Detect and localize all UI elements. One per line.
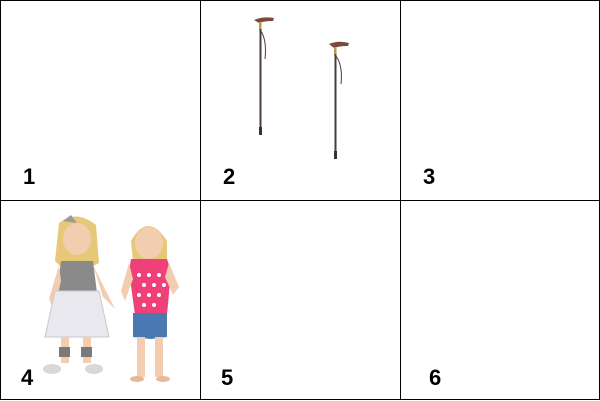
grid-cell-6[interactable]: 6 <box>401 201 600 401</box>
cell-number-label: 2 <box>223 164 236 189</box>
girl-pink-shirt <box>121 226 179 382</box>
cell-number-label: 4 <box>21 365 34 390</box>
grid-cell-5[interactable]: 5 <box>201 201 401 401</box>
cell-number-label: 5 <box>221 365 234 390</box>
cell-number-label: 6 <box>429 365 442 390</box>
girl-gray-shirt <box>43 215 115 374</box>
cell-number-label: 3 <box>423 164 436 189</box>
grid-cell-1[interactable]: 1 <box>1 1 201 201</box>
cell-number-label: 1 <box>23 164 36 189</box>
walking-canes-image <box>254 17 349 159</box>
two-girls-image <box>43 215 179 382</box>
grid-cell-3[interactable]: 3 <box>401 1 600 201</box>
cane-left <box>254 17 274 135</box>
grid-cell-4[interactable]: 4 <box>1 201 201 401</box>
grid-cell-2[interactable]: 2 <box>201 1 401 201</box>
cane-right <box>329 41 349 159</box>
grid-divider <box>1 200 599 201</box>
